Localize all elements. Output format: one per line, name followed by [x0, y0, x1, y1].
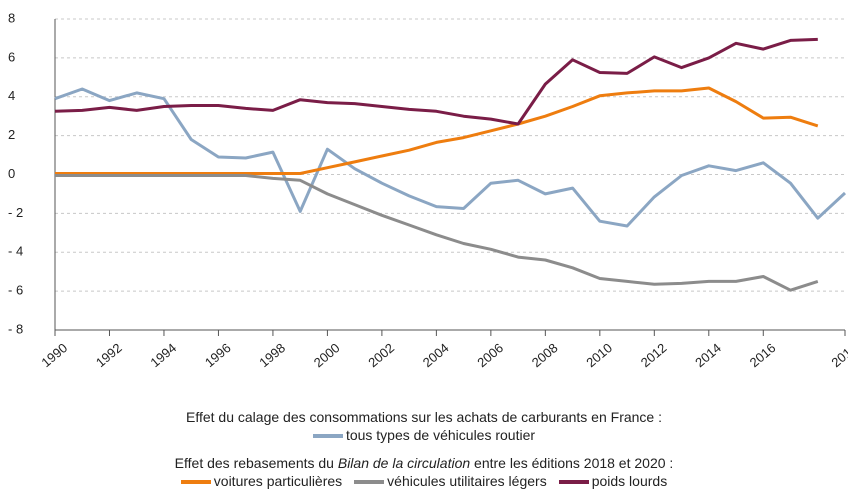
y-tick-label: - 4	[8, 244, 23, 259]
x-tick-label: 2000	[311, 340, 343, 370]
legend-item: véhicules utilitaires légers	[354, 473, 547, 489]
legend: Effet du calage des consommations sur le…	[0, 408, 848, 500]
legend-row: voitures particulières véhicules utilitai…	[0, 472, 848, 490]
x-tick-label: 1992	[93, 340, 125, 370]
y-tick-label: 8	[8, 10, 15, 25]
x-tick-label: 2006	[474, 340, 506, 370]
legend-group-title: Effet du calage des consommations sur le…	[0, 408, 848, 426]
chart: - 8 - 6 - 4 - 2 0 2 4 6 8 1990 1992 1994 1996 1998 200…	[8, 10, 848, 370]
x-tick-label: 1996	[202, 340, 234, 370]
series-line	[54, 87, 847, 228]
legend-label: tous types de véhicules routier	[345, 427, 536, 443]
x-tick-label: 1998	[256, 340, 288, 370]
y-tick-label: - 2	[8, 205, 23, 220]
legend-label: véhicules utilitaires légers	[387, 473, 547, 489]
x-tick-label: 2014	[692, 340, 724, 370]
x-tick-label: 1990	[38, 340, 70, 370]
x-tick-label: 2010	[583, 340, 615, 370]
legend-swatch	[558, 480, 589, 485]
legend-item: poids lourds	[558, 473, 668, 489]
legend-label: voitures particulières	[213, 473, 343, 489]
y-tick-label: - 6	[8, 283, 23, 298]
x-tick-label: 2012	[638, 340, 670, 370]
x-tick-label: 2002	[365, 340, 397, 370]
legend-swatch	[312, 434, 343, 439]
legend-title-part: Effet des rebasements du	[174, 455, 338, 471]
x-tick-label: 2004	[420, 340, 452, 370]
legend-row: tous types de véhicules routier	[0, 426, 848, 444]
legend-label: poids lourds	[591, 473, 668, 489]
legend-item: voitures particulières	[180, 473, 343, 489]
x-tick-label: 2019	[828, 340, 848, 370]
legend-swatch	[180, 480, 211, 485]
y-tick-label: 6	[8, 49, 15, 64]
series-line	[55, 86, 819, 175]
y-tick-label: 0	[8, 166, 15, 181]
y-tick-label: 2	[8, 127, 15, 142]
x-tick-label: 2016	[747, 340, 779, 370]
legend-swatch	[354, 480, 385, 485]
legend-title-part: Effet du calage des consommations sur le…	[186, 409, 662, 425]
legend-title-part: Bilan de la circulation	[337, 455, 471, 471]
legend-group-title: Effet des rebasements du Bilan de la cir…	[0, 454, 848, 472]
y-tick-label: - 8	[8, 321, 23, 336]
legend-item: tous types de véhicules routier	[312, 427, 536, 443]
x-tick-label: 1994	[147, 340, 179, 370]
y-tick-label: 4	[8, 88, 15, 103]
series-line	[55, 174, 819, 292]
series-line	[54, 37, 818, 126]
legend-title-part: entre les éditions 2018 et 2020 :	[470, 455, 674, 471]
x-tick-label: 2008	[529, 340, 561, 370]
